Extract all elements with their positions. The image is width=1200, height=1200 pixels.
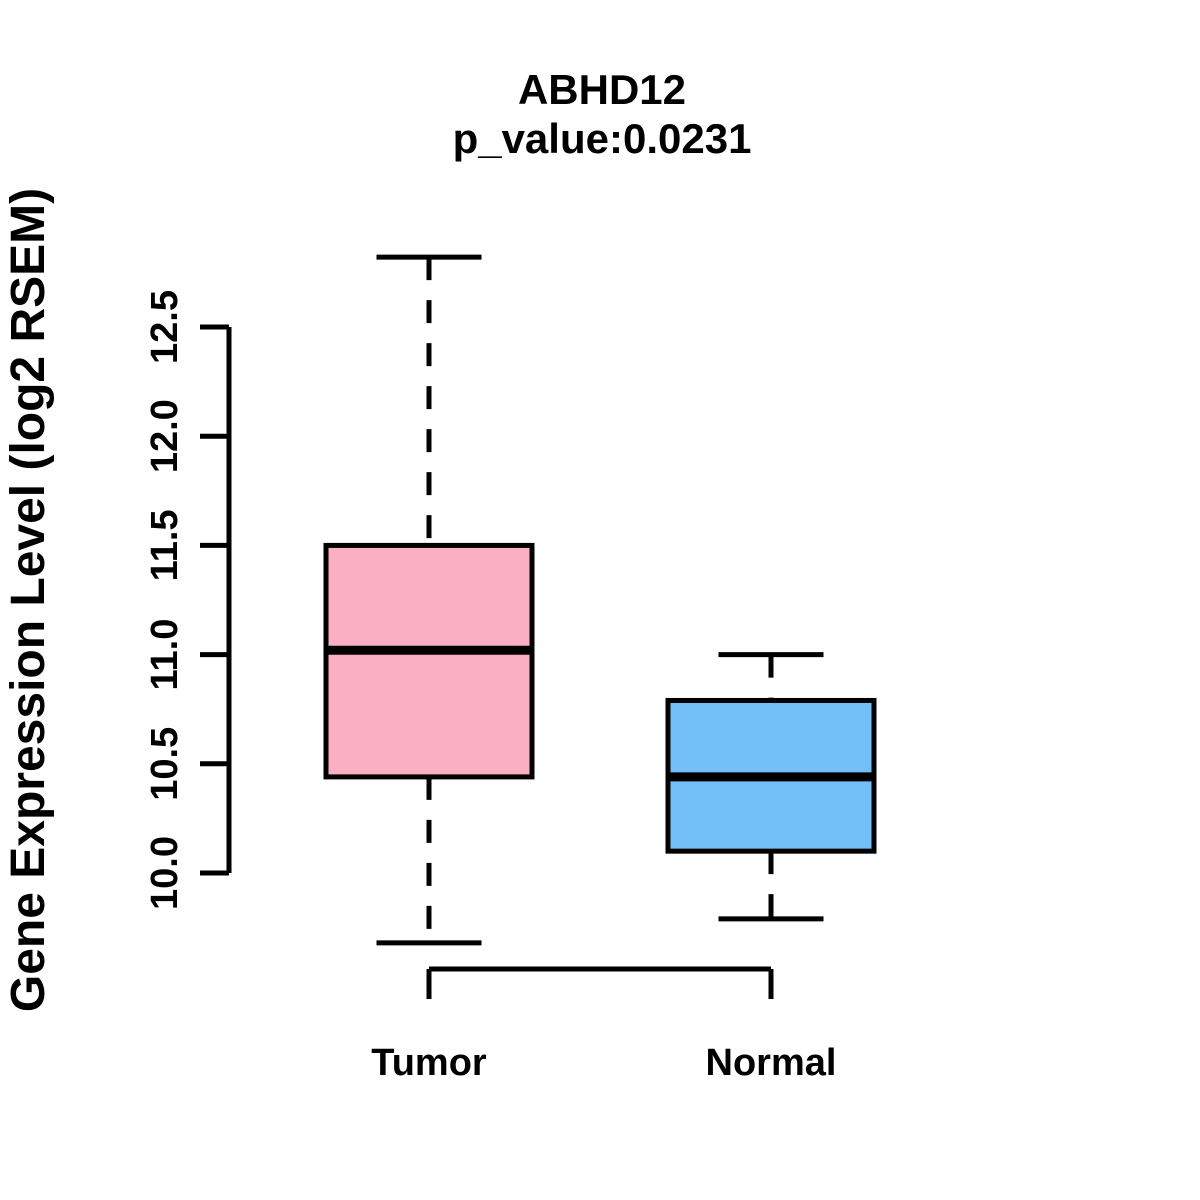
y-tick-label: 10.5 [144,727,186,801]
chart-title: ABHD12 [518,66,686,113]
tumor-box [323,542,535,780]
plot-area: 10.0 10.5 11.0 11.5 12.0 12.5 Tumor Normal [144,254,877,1084]
y-tick-label: 10.0 [144,836,186,910]
y-tick-label: 12.0 [144,399,186,473]
y-axis-title: Gene Expression Level (log2 RSEM) [2,188,55,1012]
y-tick-label: 11.5 [144,509,186,581]
x-category-label-tumor: Tumor [371,1042,487,1084]
y-tick-label: 12.5 [144,290,186,364]
chart-subtitle: p_value:0.0231 [453,115,752,162]
x-category-label-normal: Normal [706,1042,837,1084]
y-tick-label: 11.0 [144,619,186,691]
